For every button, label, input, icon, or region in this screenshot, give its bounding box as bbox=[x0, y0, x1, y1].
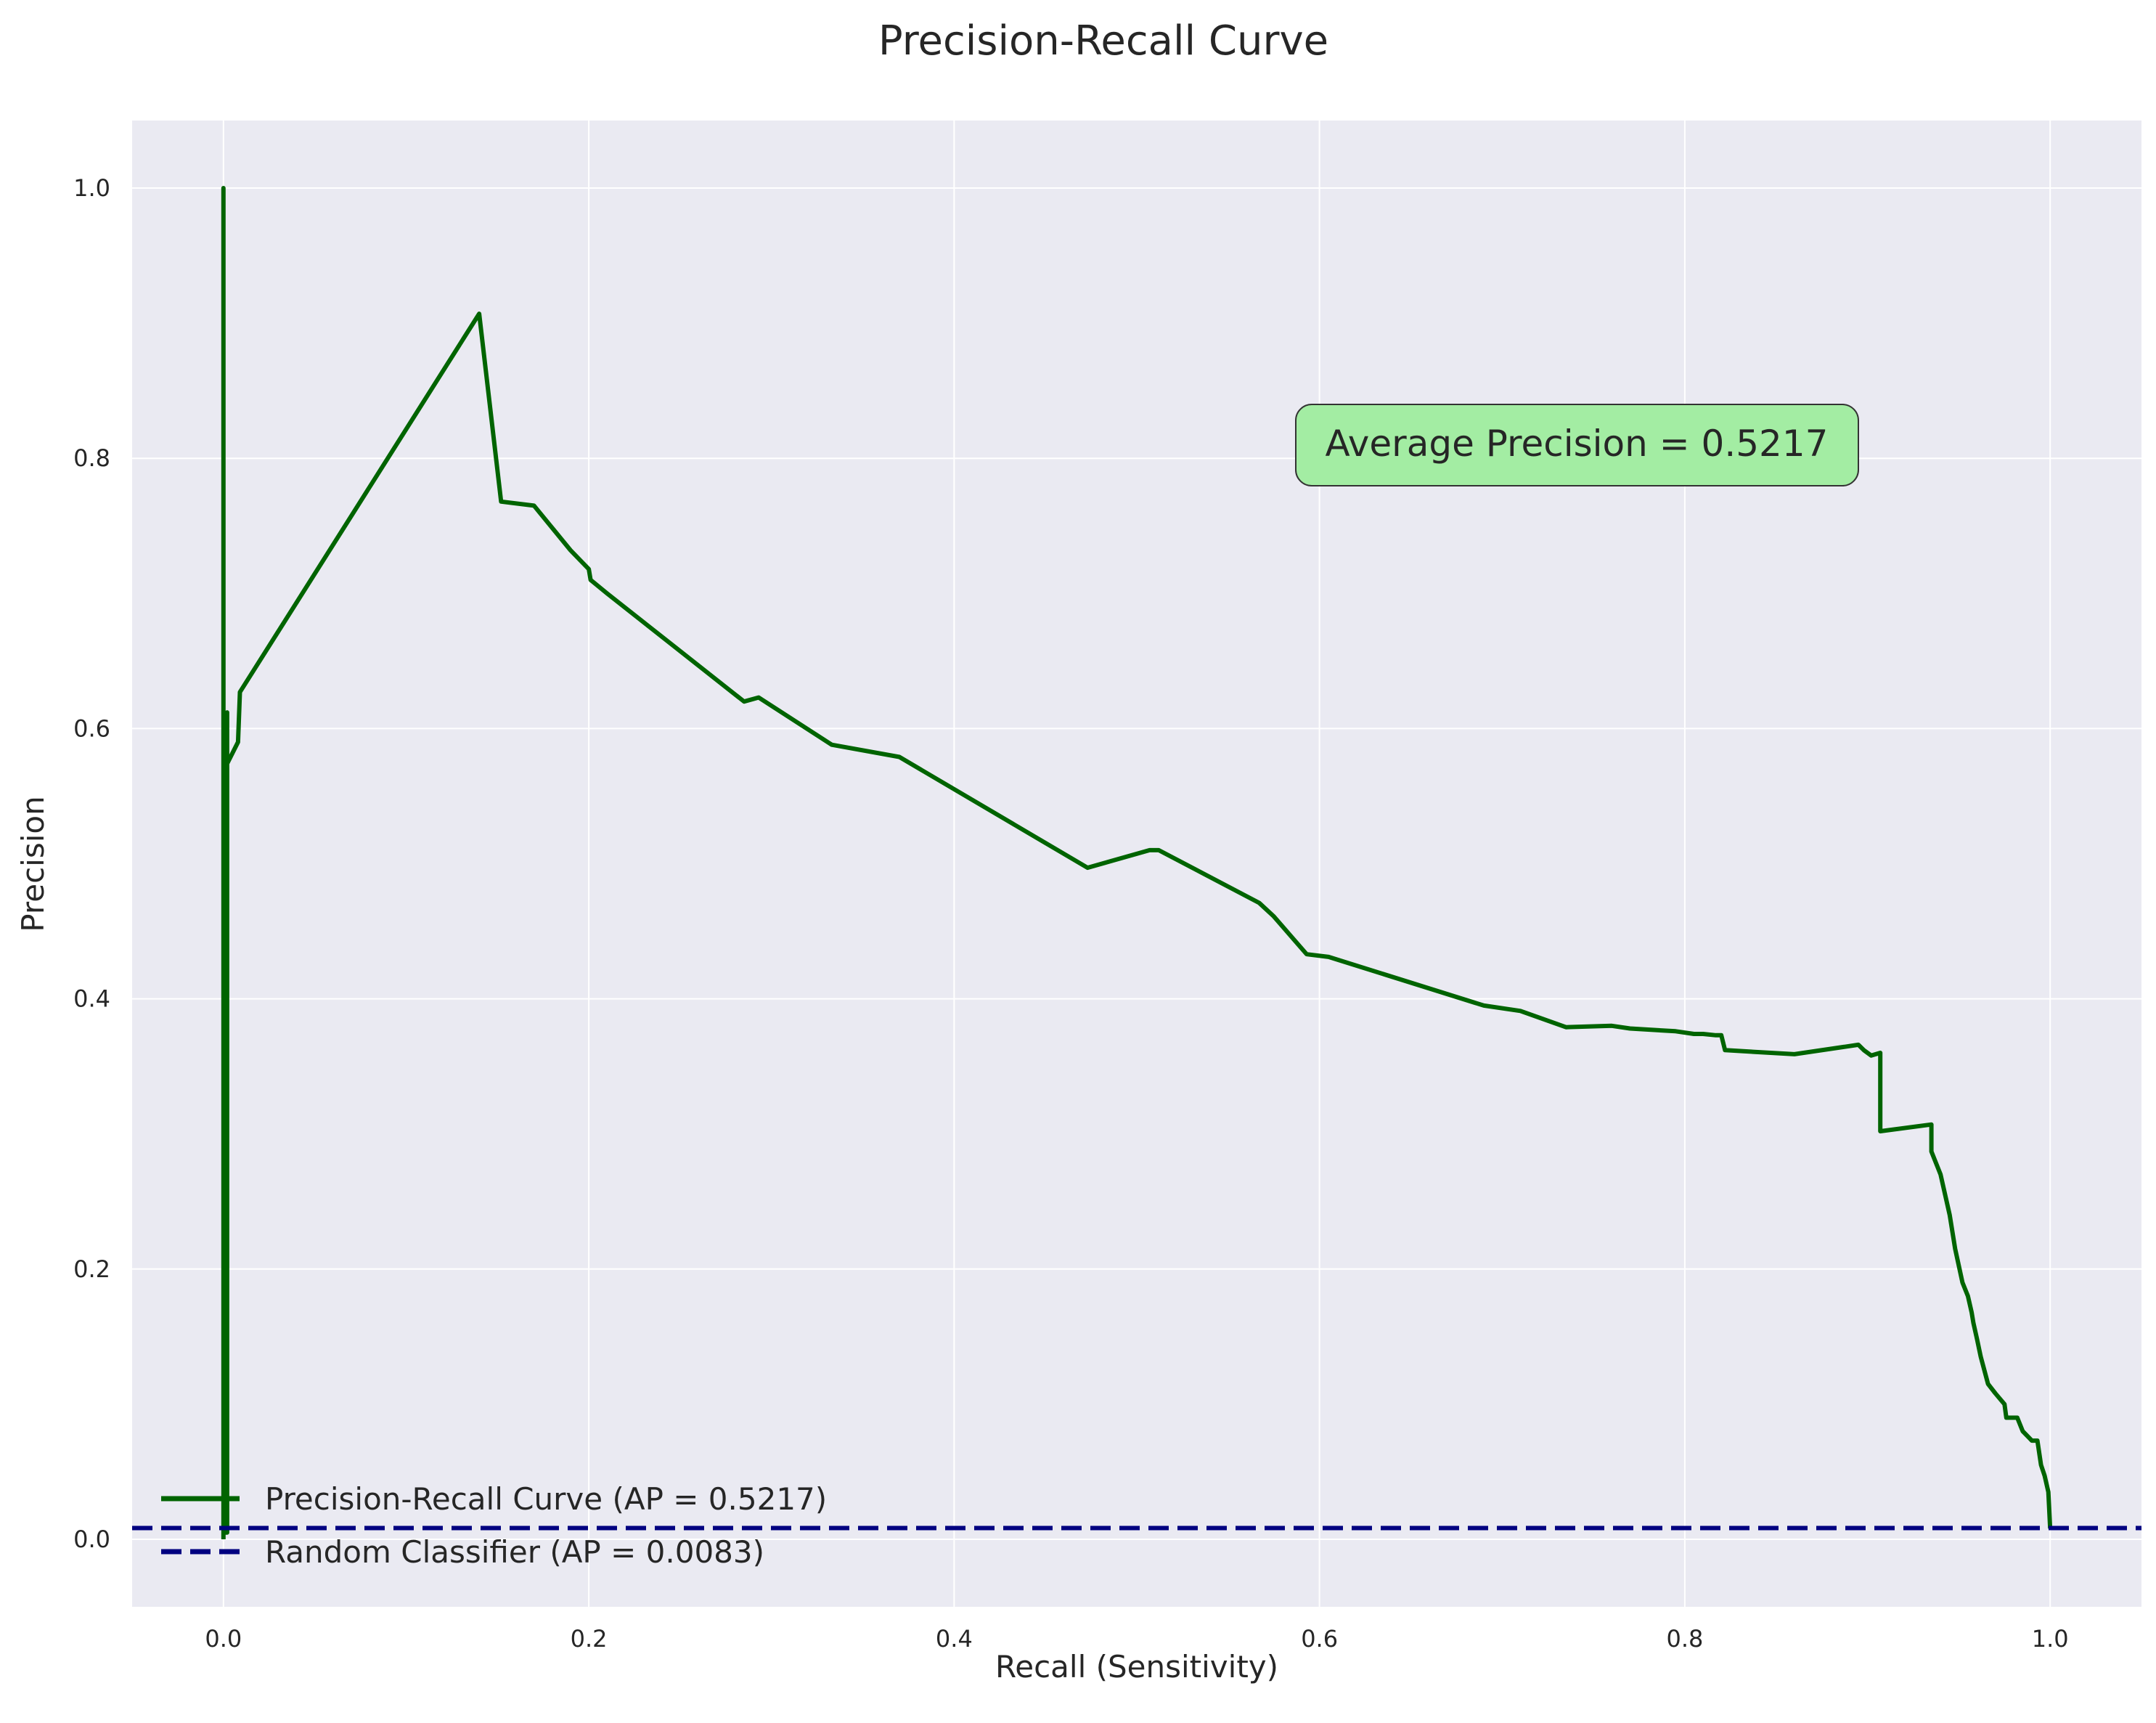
y-tick-label: 0.0 bbox=[73, 1526, 110, 1553]
grid-lines bbox=[132, 121, 2141, 1607]
plot-area bbox=[132, 121, 2141, 1607]
y-tick-label: 0.6 bbox=[73, 714, 110, 742]
x-tick-label: 0.4 bbox=[936, 1625, 973, 1653]
x-tick-label: 0.8 bbox=[1666, 1625, 1703, 1653]
y-tick-label: 1.0 bbox=[73, 174, 110, 202]
annotation-box bbox=[1295, 404, 1859, 486]
average-precision-annotation: Average Precision = 0.5217 bbox=[1295, 404, 1859, 486]
x-tick-label: 0.0 bbox=[205, 1625, 242, 1653]
y-tick-label: 0.8 bbox=[73, 444, 110, 472]
x-tick-label: 0.6 bbox=[1301, 1625, 1338, 1653]
series-lines bbox=[132, 186, 2141, 1539]
annotation-text: Average Precision = 0.5217 bbox=[1326, 423, 1829, 465]
chart-title: Precision-Recall Curve bbox=[878, 17, 1328, 65]
y-tick-label: 0.2 bbox=[73, 1255, 110, 1283]
x-axis-label: Recall (Sensitivity) bbox=[995, 1649, 1278, 1685]
legend-label-random-classifier: Random Classifier (AP = 0.0083) bbox=[265, 1534, 764, 1570]
x-tick-label: 0.2 bbox=[571, 1625, 608, 1653]
legend: Precision-Recall Curve (AP = 0.5217) Ran… bbox=[161, 1481, 827, 1570]
axis-ticks: 0.0 0.2 0.4 0.6 0.8 1.0 0.0 0.2 0.4 0.6 0.8 1.0 bbox=[73, 174, 2069, 1653]
y-axis-label: Precision bbox=[15, 796, 51, 932]
y-tick-label: 0.4 bbox=[73, 985, 110, 1013]
legend-label-pr-curve: Precision-Recall Curve (AP = 0.5217) bbox=[265, 1481, 827, 1517]
x-tick-label: 1.0 bbox=[2032, 1625, 2069, 1653]
series-line-pr-curve bbox=[221, 186, 2053, 1539]
